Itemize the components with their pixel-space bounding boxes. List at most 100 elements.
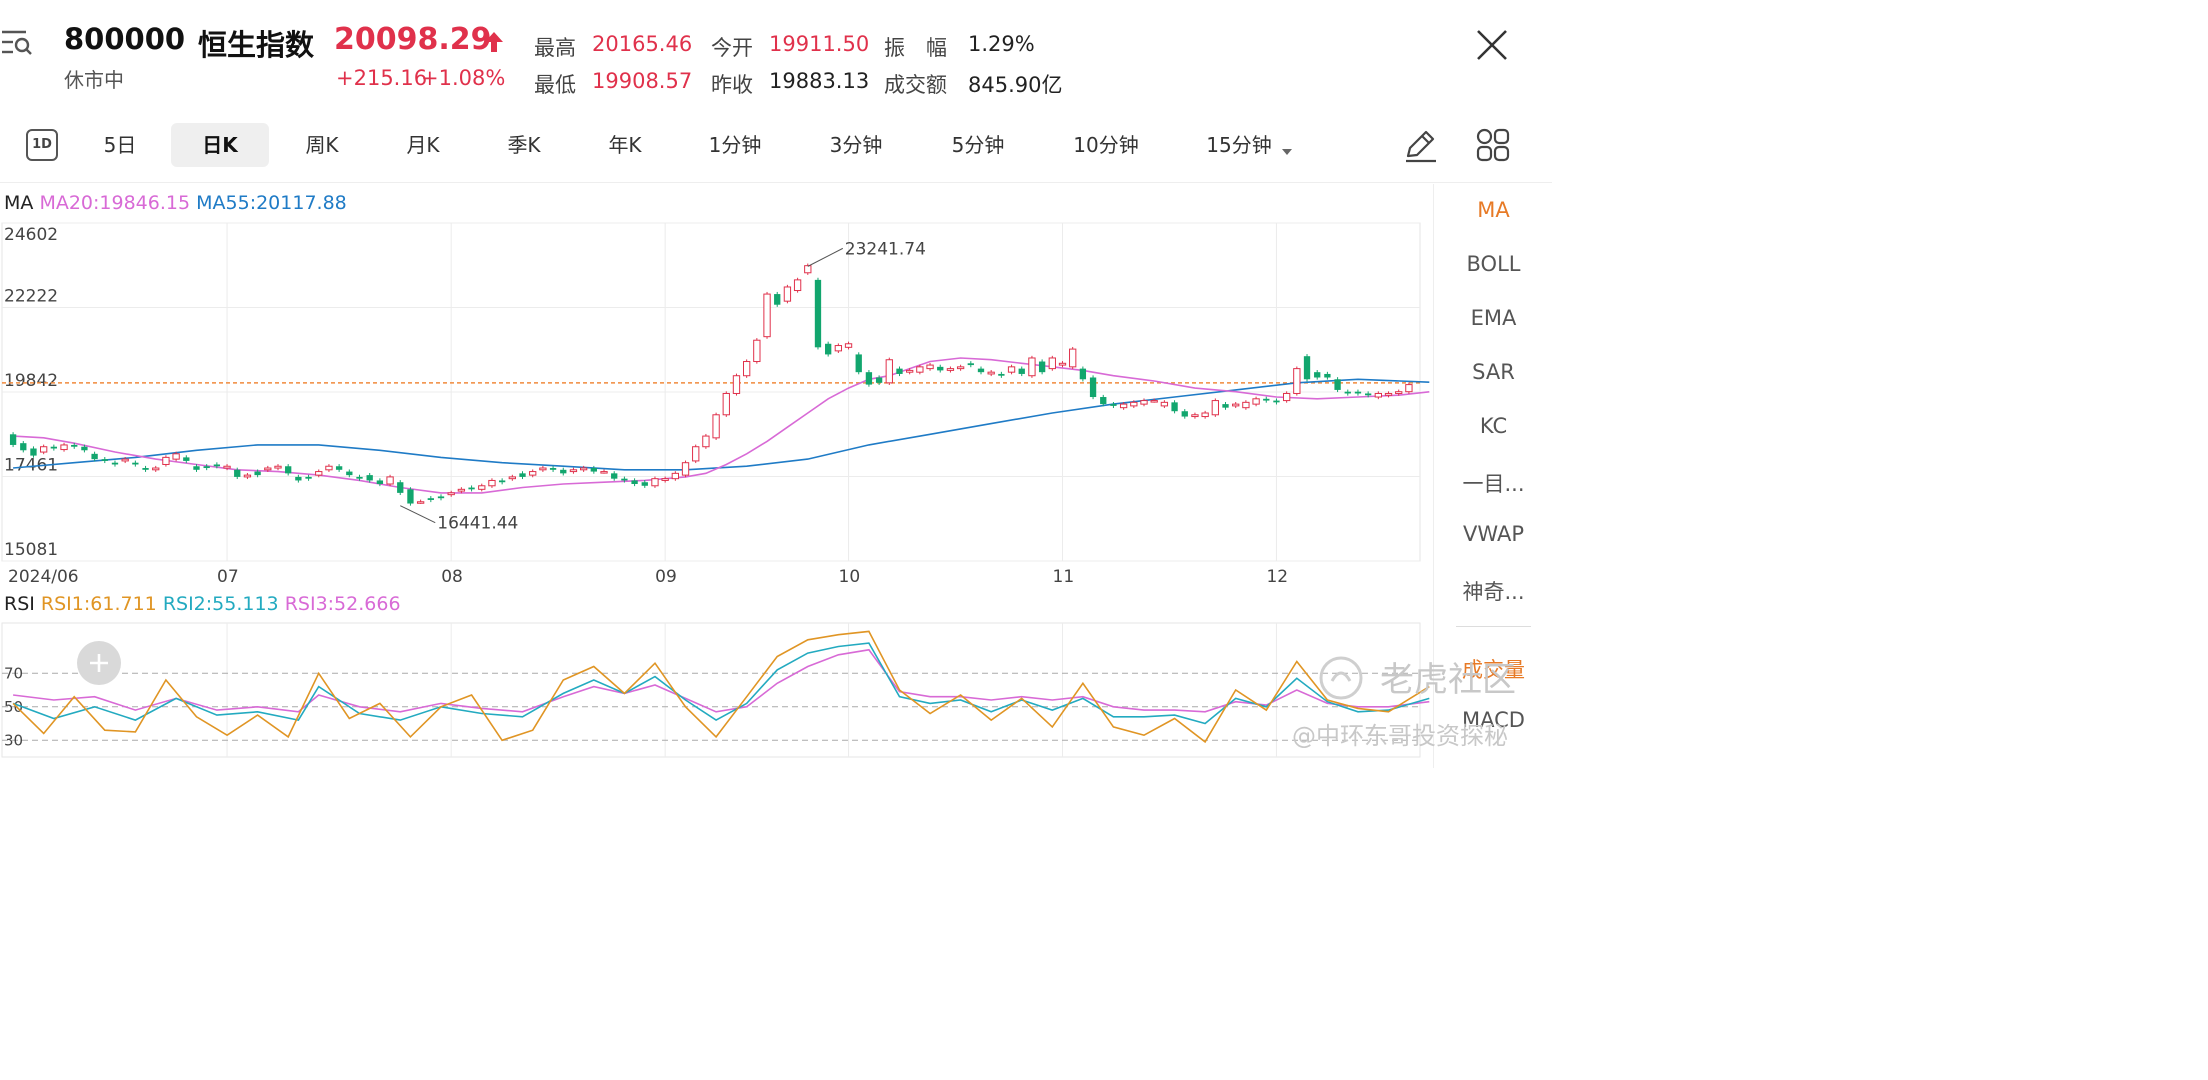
candle-body (183, 457, 190, 461)
candle-body (549, 468, 557, 470)
indicator-sidebar: MA BOLL EMA SAR KC 一目... VWAP 神奇... 成交量 … (1433, 184, 1553, 768)
candle-body (569, 469, 578, 473)
rsi3-legend: RSI3:52.666 (284, 593, 401, 615)
candle-body (1058, 362, 1067, 366)
kline-x-tick-label: 2024/06 (8, 567, 79, 587)
candle-body (1130, 401, 1138, 407)
add-indicator-button[interactable] (77, 641, 121, 685)
candle-body (346, 471, 353, 476)
candle-body (937, 366, 944, 371)
price-change-pct: +1.08% (421, 66, 506, 90)
kline-y-tick-label: 17461 (4, 456, 58, 476)
candle-body (437, 496, 445, 499)
candle-body (916, 366, 924, 373)
candle-body (91, 453, 98, 460)
low-annotation: 16441.44 (437, 514, 518, 534)
indicator-ema[interactable]: EMA (1470, 306, 1517, 330)
candle-body (1384, 392, 1393, 396)
tab-weekly-k[interactable]: 周K (305, 133, 339, 157)
candle-body (1089, 377, 1097, 398)
candle-body (1344, 391, 1351, 394)
kline-x-tick-label: 11 (1053, 567, 1075, 587)
annotation-leader (400, 505, 436, 524)
candle-body (71, 444, 78, 447)
candle-body (295, 476, 302, 481)
indicator-boll[interactable]: BOLL (1466, 252, 1521, 276)
candle-body (325, 465, 333, 471)
tab-3min[interactable]: 3分钟 (829, 133, 883, 157)
candle-body (560, 469, 567, 474)
candle-body (1110, 404, 1117, 406)
candle-body (579, 467, 588, 471)
tab-5min[interactable]: 5分钟 (951, 133, 1005, 157)
candle-body (743, 361, 751, 377)
kline-x-tick-label: 09 (655, 567, 677, 587)
stat-value-amplitude: 1.29% (968, 32, 1035, 56)
tab-1min[interactable]: 1分钟 (708, 133, 762, 157)
candle-body (1263, 398, 1270, 401)
candle-body (1028, 357, 1036, 377)
candle-body (834, 345, 843, 352)
price-change: +215.16 (336, 66, 428, 90)
indicator-ichimoku[interactable]: 一目... (1462, 472, 1525, 496)
candle-body (539, 467, 547, 471)
dropdown-caret-icon[interactable] (1281, 141, 1293, 160)
grid-icon[interactable] (1476, 128, 1510, 166)
candle-body (386, 476, 394, 485)
candle-body (1048, 357, 1056, 370)
tab-daily-k[interactable]: 日K (171, 123, 269, 167)
tab-yearly-k[interactable]: 年K (608, 133, 642, 157)
tab-15min[interactable]: 15分钟 (1206, 133, 1272, 157)
oneday-icon[interactable]: 1D (26, 129, 58, 161)
indicator-kc[interactable]: KC (1479, 414, 1508, 438)
candle-body (488, 479, 496, 487)
menu-search-icon[interactable] (0, 28, 34, 58)
candle-body (611, 473, 618, 479)
high-annotation: 23241.74 (845, 239, 926, 259)
close-icon[interactable] (1474, 27, 1510, 63)
kline-chart[interactable]: 24602 22222 19842 17461 15081 2024/06 07 08 09 10… (0, 0, 1432, 768)
candle-body (529, 471, 537, 476)
candle-body (60, 444, 68, 451)
rsi-legend: RSI RSI1:61.711 RSI2:55.113 RSI3:52.666 (4, 593, 401, 615)
stat-value-turnover: 845.90亿 (968, 73, 1063, 97)
tab-monthly-k[interactable]: 月K (406, 133, 440, 157)
candle-body (783, 286, 792, 302)
candle-body (254, 471, 261, 476)
tab-5day[interactable]: 5日 (103, 133, 137, 157)
rsi2-line (12, 642, 1430, 725)
candle-body (427, 498, 434, 500)
indicator-magic[interactable]: 神奇... (1462, 580, 1525, 604)
kline-x-tick-label: 07 (217, 567, 239, 587)
stat-label-low: 最低 (534, 73, 576, 97)
candle-body (1282, 392, 1291, 402)
ma20-line (13, 357, 1430, 494)
candle-body (416, 501, 425, 504)
indicator-ma[interactable]: MA (1477, 198, 1510, 222)
candle-body (1405, 384, 1413, 393)
candle-body (397, 482, 404, 493)
candle-body (20, 443, 27, 451)
candle-body (1171, 402, 1178, 412)
candle-body (234, 469, 241, 477)
candle-body (101, 459, 108, 461)
kline-y-tick-label: 22222 (4, 286, 58, 306)
candle-body (223, 465, 231, 469)
pencil-icon[interactable] (1402, 126, 1438, 168)
tab-10min[interactable]: 10分钟 (1073, 133, 1139, 157)
watermark-logo-text: 老虎社区 (1380, 660, 1516, 700)
indicator-vwap[interactable]: VWAP (1462, 522, 1524, 546)
tiger-logo-icon (1318, 655, 1364, 705)
indicator-macd[interactable]: MACD (1462, 708, 1525, 732)
candle-body (885, 359, 893, 384)
candle-body (1140, 400, 1148, 405)
candle-body (213, 464, 221, 467)
indicator-volume[interactable]: 成交量 (1462, 658, 1525, 682)
stat-label-high: 最高 (534, 36, 576, 60)
indicator-sar[interactable]: SAR (1472, 360, 1515, 384)
candle-body (590, 468, 597, 472)
stat-value-prev-close: 19883.13 (769, 69, 870, 93)
candle-body (285, 466, 292, 474)
tab-quarterly-k[interactable]: 季K (507, 133, 541, 157)
candle-body (1303, 356, 1311, 380)
